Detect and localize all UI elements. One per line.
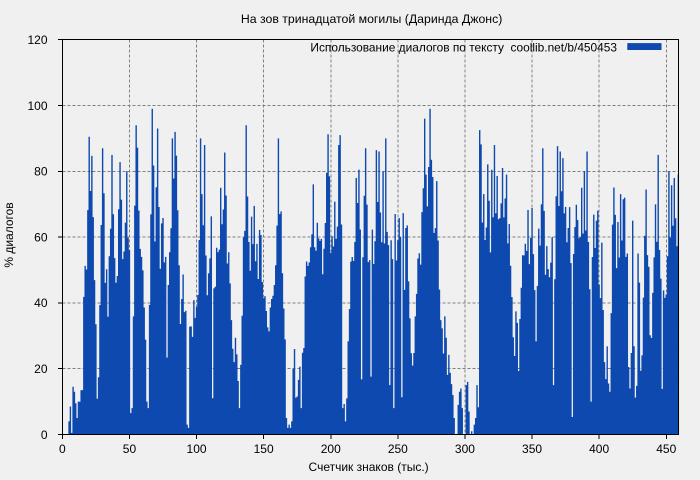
svg-text:0: 0 xyxy=(41,428,48,442)
svg-text:80: 80 xyxy=(34,165,48,179)
svg-text:200: 200 xyxy=(321,442,341,456)
svg-text:100: 100 xyxy=(27,99,47,113)
svg-text:Счетчик знаков (тыс.): Счетчик знаков (тыс.) xyxy=(309,460,429,474)
svg-text:40: 40 xyxy=(34,296,48,310)
svg-text:150: 150 xyxy=(254,442,274,456)
svg-text:350: 350 xyxy=(522,442,542,456)
svg-text:400: 400 xyxy=(589,442,609,456)
svg-text:На зов тринадцатой могилы (Дар: На зов тринадцатой могилы (Даринда Джонс… xyxy=(241,12,503,26)
svg-text:300: 300 xyxy=(455,442,475,456)
svg-text:450: 450 xyxy=(656,442,676,456)
svg-text:100: 100 xyxy=(187,442,207,456)
svg-text:Использование диалогов по текс: Использование диалогов по тексту coollib… xyxy=(310,41,617,55)
svg-text:20: 20 xyxy=(34,362,48,376)
svg-text:50: 50 xyxy=(123,442,137,456)
svg-text:250: 250 xyxy=(388,442,408,456)
svg-text:60: 60 xyxy=(34,230,48,244)
svg-text:0: 0 xyxy=(59,442,66,456)
svg-text:% диалогов: % диалогов xyxy=(2,202,16,267)
svg-text:120: 120 xyxy=(27,33,47,47)
